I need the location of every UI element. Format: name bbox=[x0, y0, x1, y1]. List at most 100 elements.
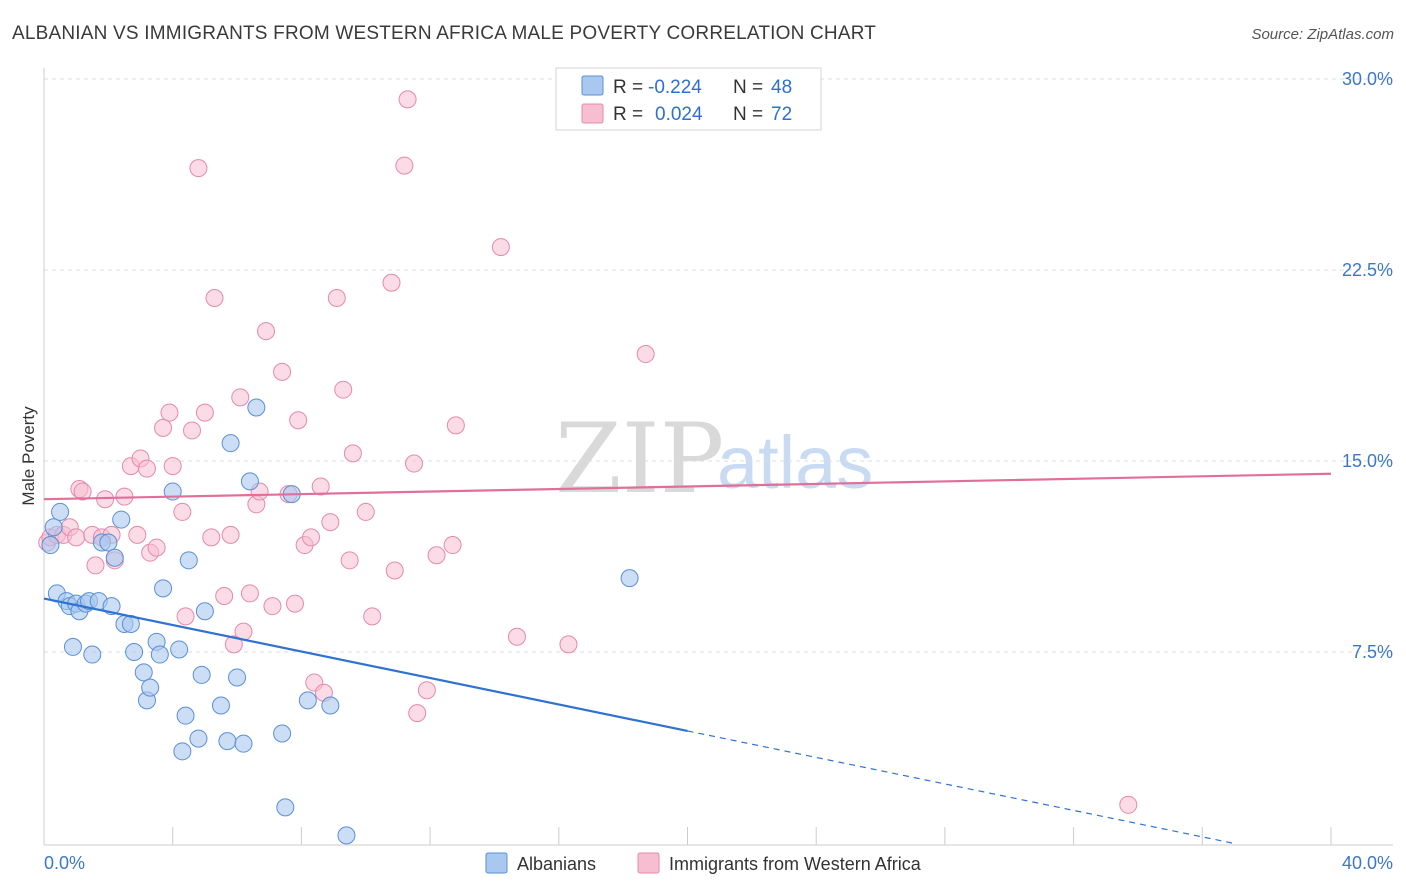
albanians-point bbox=[211, 696, 230, 715]
watermark: ZIP atlas bbox=[555, 403, 873, 515]
y-tick-label: 30.0% bbox=[1342, 69, 1393, 89]
albanians-point bbox=[273, 724, 292, 743]
western-africa-point bbox=[356, 502, 375, 521]
western-africa-point bbox=[382, 273, 401, 292]
albanians-point bbox=[192, 665, 211, 684]
legend-albanians-swatch bbox=[581, 75, 604, 96]
western-africa-point bbox=[385, 561, 404, 580]
series-legend: Albanians Immigrants from Western Africa bbox=[485, 852, 922, 874]
western-africa-point bbox=[205, 289, 224, 308]
albanians-point bbox=[105, 548, 124, 567]
western-africa-point bbox=[189, 159, 208, 178]
western-africa-point bbox=[443, 536, 462, 555]
albanians-point bbox=[102, 597, 121, 616]
albanians-point bbox=[99, 533, 118, 552]
western-africa-point bbox=[263, 597, 282, 616]
albanians-point bbox=[276, 798, 295, 817]
western-africa-point bbox=[86, 556, 105, 575]
western-africa-point bbox=[285, 594, 304, 613]
albanians-point bbox=[125, 643, 144, 661]
legend-n-label-albanians: N = bbox=[733, 77, 763, 98]
albanians-point bbox=[150, 645, 169, 664]
x-tick-marks bbox=[43, 827, 1332, 845]
y-axis-title: Male Poverty bbox=[19, 406, 38, 506]
albanians-point bbox=[298, 691, 317, 710]
western-africa-point bbox=[154, 418, 173, 437]
western-africa-point bbox=[273, 362, 292, 381]
western-africa-point bbox=[221, 525, 240, 544]
albanians-point bbox=[51, 502, 70, 521]
legend-n-label-western-africa: N = bbox=[733, 104, 763, 125]
western-africa-point bbox=[408, 704, 427, 723]
albanians-point bbox=[83, 645, 102, 664]
bottom-legend-western-africa-swatch bbox=[637, 852, 660, 874]
y-tick-label: 7.5% bbox=[1352, 642, 1393, 662]
western-africa-point bbox=[202, 528, 221, 547]
western-africa-point bbox=[257, 322, 276, 341]
western-africa-point bbox=[183, 421, 202, 440]
western-africa-point bbox=[289, 411, 308, 430]
albanians-point bbox=[41, 536, 60, 555]
gridlines bbox=[44, 78, 1393, 653]
y-tick-label: 15.0% bbox=[1342, 451, 1393, 471]
albanians-point bbox=[240, 472, 259, 491]
bottom-legend-albanians-swatch bbox=[485, 852, 508, 874]
western-africa-point bbox=[163, 457, 182, 476]
western-africa-point bbox=[417, 681, 436, 700]
legend-n-value-western-africa: 72 bbox=[771, 104, 792, 125]
western-africa-point bbox=[137, 459, 156, 478]
western-africa-point bbox=[160, 403, 179, 422]
western-africa-point bbox=[398, 90, 417, 109]
albanians-point bbox=[321, 696, 340, 715]
western-africa-point bbox=[176, 607, 195, 626]
legend-r-value-albanians: -0.224 bbox=[648, 77, 702, 98]
legend-western-africa-swatch bbox=[581, 103, 604, 124]
western-africa-point bbox=[559, 635, 578, 654]
western-africa-point bbox=[507, 627, 526, 646]
chart-title: ALBANIAN VS IMMIGRANTS FROM WESTERN AFRI… bbox=[12, 23, 876, 44]
western-africa-point bbox=[128, 525, 147, 544]
western-africa-point bbox=[311, 477, 330, 496]
western-africa-point bbox=[427, 546, 446, 565]
albanians-point bbox=[221, 434, 240, 453]
western-africa-point bbox=[67, 528, 86, 547]
western-africa-point bbox=[363, 607, 382, 626]
bottom-legend-western-africa-label: Immigrants from Western Africa bbox=[669, 854, 922, 874]
albanians-point bbox=[141, 678, 160, 697]
western-africa-point bbox=[491, 238, 510, 257]
western-africa-point bbox=[147, 538, 166, 557]
legend-r-value-western-africa: 0.024 bbox=[655, 104, 703, 125]
western-africa-point bbox=[173, 502, 192, 521]
albanians-point bbox=[176, 706, 195, 725]
albanians-trend-line bbox=[43, 597, 688, 733]
legend-r-label-western-africa: R = bbox=[613, 104, 643, 125]
x-tick-label-min: 0.0% bbox=[44, 853, 85, 873]
albanians-point bbox=[44, 518, 63, 537]
albanians-point bbox=[173, 742, 192, 761]
western-africa-point bbox=[395, 156, 414, 175]
albanians-point bbox=[189, 729, 208, 748]
western-africa-point bbox=[636, 345, 655, 364]
albanians-point bbox=[179, 551, 198, 570]
trend-lines bbox=[43, 472, 1332, 844]
albanians-point bbox=[337, 826, 356, 845]
western-africa-point bbox=[73, 482, 92, 501]
x-tick-label-max: 40.0% bbox=[1342, 853, 1393, 873]
albanians-point bbox=[247, 398, 266, 417]
western-africa-point bbox=[446, 416, 465, 435]
albanians-point bbox=[218, 732, 237, 751]
western-africa-point bbox=[224, 635, 243, 654]
legend-n-value-albanians: 48 bbox=[771, 77, 792, 98]
western-africa-point bbox=[327, 289, 346, 308]
western-africa-point bbox=[215, 586, 234, 605]
albanians-point bbox=[134, 663, 153, 682]
series-albanians-points bbox=[41, 398, 639, 845]
western-africa-point bbox=[240, 584, 259, 603]
albanians-point bbox=[112, 510, 131, 529]
western-africa-point bbox=[340, 551, 359, 570]
y-tick-labels: 7.5% 15.0% 22.5% 30.0% bbox=[1342, 69, 1393, 662]
correlation-legend: R = -0.224 N = 48 R = 0.024 N = 72 bbox=[555, 67, 822, 131]
y-tick-label: 22.5% bbox=[1342, 260, 1393, 280]
western-africa-point bbox=[1119, 795, 1138, 814]
